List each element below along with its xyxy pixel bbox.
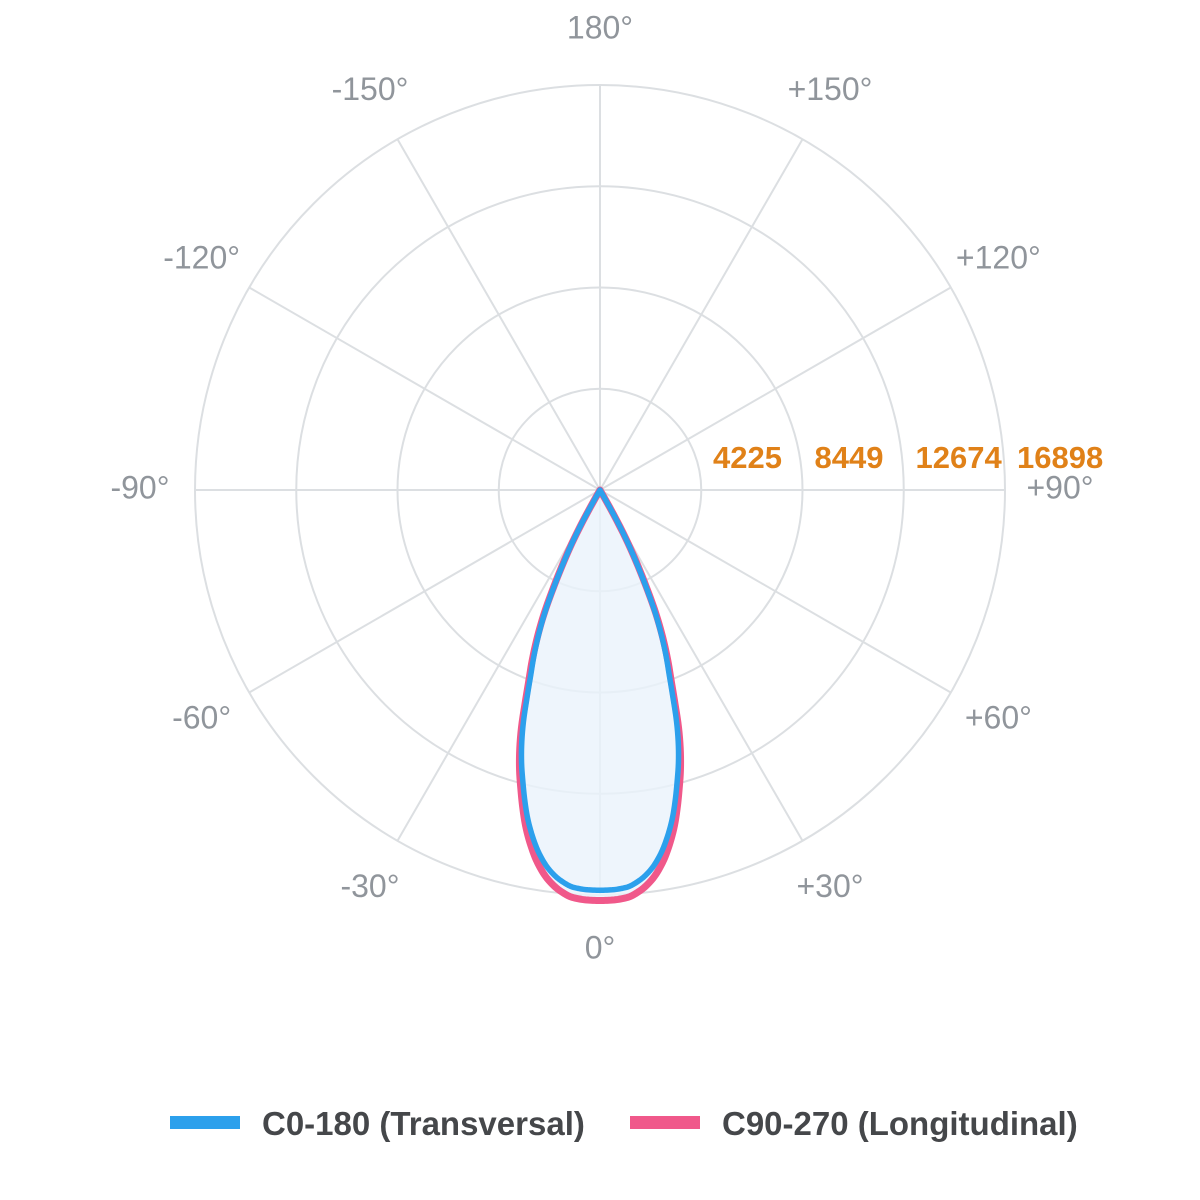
svg-text:C0-180 (Transversal): C0-180 (Transversal) [262,1105,585,1142]
svg-text:16898: 16898 [1017,440,1103,475]
svg-text:180°: 180° [567,9,633,45]
svg-text:-120°: -120° [163,239,240,275]
svg-text:+60°: +60° [965,699,1032,735]
svg-text:12674: 12674 [916,440,1003,475]
svg-text:0°: 0° [585,929,616,965]
svg-text:-90°: -90° [110,469,169,505]
svg-text:+150°: +150° [788,71,873,107]
svg-text:-150°: -150° [332,71,409,107]
svg-text:4225: 4225 [713,440,782,475]
svg-text:-60°: -60° [172,699,231,735]
svg-text:+120°: +120° [956,239,1041,275]
svg-text:+30°: +30° [796,868,863,904]
svg-text:8449: 8449 [815,440,884,475]
svg-text:-30°: -30° [340,868,399,904]
svg-text:C90-270 (Longitudinal): C90-270 (Longitudinal) [722,1105,1078,1142]
